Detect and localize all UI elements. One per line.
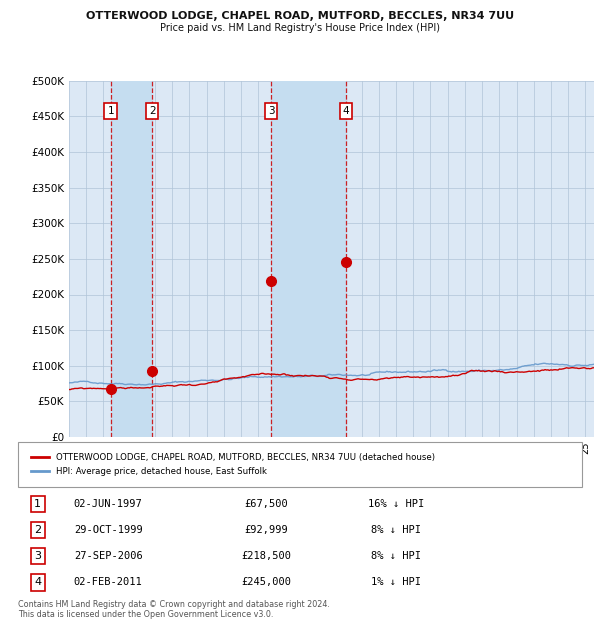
Text: 2: 2 <box>149 106 155 116</box>
Bar <box>110 81 152 437</box>
Legend: OTTERWOOD LODGE, CHAPEL ROAD, MUTFORD, BECCLES, NR34 7UU (detached house), HPI: : OTTERWOOD LODGE, CHAPEL ROAD, MUTFORD, B… <box>27 450 439 479</box>
Text: 1% ↓ HPI: 1% ↓ HPI <box>371 577 421 587</box>
Text: £245,000: £245,000 <box>241 577 291 587</box>
Text: 1: 1 <box>34 499 41 509</box>
Text: 29-OCT-1999: 29-OCT-1999 <box>74 525 143 535</box>
Text: 8% ↓ HPI: 8% ↓ HPI <box>371 525 421 535</box>
Text: Contains HM Land Registry data © Crown copyright and database right 2024.
This d: Contains HM Land Registry data © Crown c… <box>18 600 330 619</box>
Text: 4: 4 <box>34 577 41 587</box>
Text: 02-JUN-1997: 02-JUN-1997 <box>74 499 143 509</box>
Text: OTTERWOOD LODGE, CHAPEL ROAD, MUTFORD, BECCLES, NR34 7UU: OTTERWOOD LODGE, CHAPEL ROAD, MUTFORD, B… <box>86 11 514 21</box>
Text: 3: 3 <box>34 551 41 561</box>
Text: £67,500: £67,500 <box>244 499 288 509</box>
Text: Price paid vs. HM Land Registry's House Price Index (HPI): Price paid vs. HM Land Registry's House … <box>160 23 440 33</box>
Text: 2: 2 <box>34 525 41 535</box>
Text: £92,999: £92,999 <box>244 525 288 535</box>
Text: 16% ↓ HPI: 16% ↓ HPI <box>368 499 424 509</box>
Text: 02-FEB-2011: 02-FEB-2011 <box>74 577 143 587</box>
Text: £218,500: £218,500 <box>241 551 291 561</box>
Text: 27-SEP-2006: 27-SEP-2006 <box>74 551 143 561</box>
Text: 4: 4 <box>343 106 349 116</box>
Text: 1: 1 <box>107 106 114 116</box>
Bar <box>271 81 346 437</box>
Text: 8% ↓ HPI: 8% ↓ HPI <box>371 551 421 561</box>
Text: 3: 3 <box>268 106 274 116</box>
FancyBboxPatch shape <box>18 442 582 487</box>
